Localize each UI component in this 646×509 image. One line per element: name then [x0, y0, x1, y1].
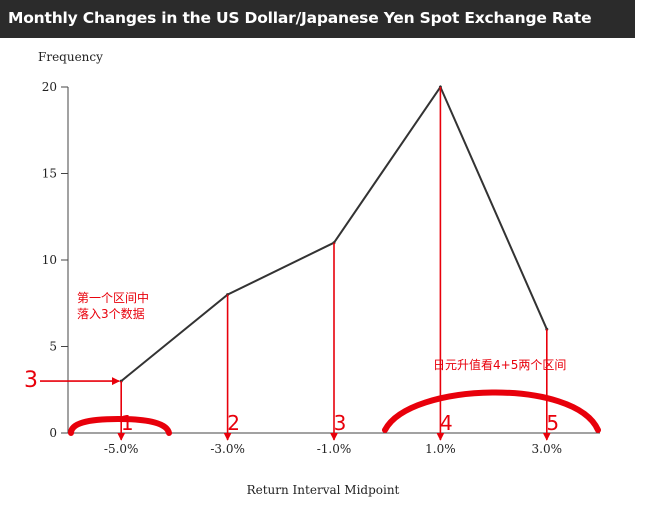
annotation-interval-number: 2 — [227, 411, 240, 435]
annotation-bracket-intervals-4-5 — [382, 389, 601, 433]
annotation-interval-number: 4 — [440, 411, 453, 435]
x-tick-label: -3.0% — [210, 442, 245, 456]
annotation-note-first-line2: 落入3个数据 — [77, 306, 145, 321]
y-tick-label: 20 — [42, 80, 57, 94]
annotation-note-first-line1: 第一个区间中 — [77, 290, 149, 305]
y-tick-label: 15 — [42, 167, 57, 181]
title-bar: Monthly Changes in the US Dollar/Japanes… — [0, 0, 635, 38]
x-tick-label: 1.0% — [425, 442, 456, 456]
y-axis-label: Frequency — [38, 50, 103, 64]
annotation-interval-number: 1 — [121, 411, 134, 435]
y-tick-label: 10 — [42, 253, 57, 267]
x-ticks: -5.0% -3.0% -1.0% 1.0% 3.0% — [104, 433, 562, 456]
annotation-group: 1 2 3 4 5 — [40, 87, 601, 441]
x-tick-label: -5.0% — [104, 442, 139, 456]
annotation-interval-number: 3 — [334, 411, 347, 435]
y-tick-label: 0 — [49, 426, 57, 440]
x-tick-label: -1.0% — [317, 442, 352, 456]
annotation-interval-number: 5 — [546, 411, 559, 435]
x-axis-label: Return Interval Midpoint — [247, 483, 400, 497]
annotation-bracket-interval-1 — [68, 415, 172, 436]
x-tick-label: 3.0% — [532, 442, 563, 456]
chart-title: Monthly Changes in the US Dollar/Japanes… — [8, 9, 592, 27]
annotation-note-yen: 日元升值看4+5两个区间 — [433, 357, 566, 372]
y-tick-label: 5 — [49, 340, 57, 354]
y-ticks: 0 5 10 15 20 — [42, 80, 68, 440]
annotation-left-value: 3 — [24, 368, 38, 393]
